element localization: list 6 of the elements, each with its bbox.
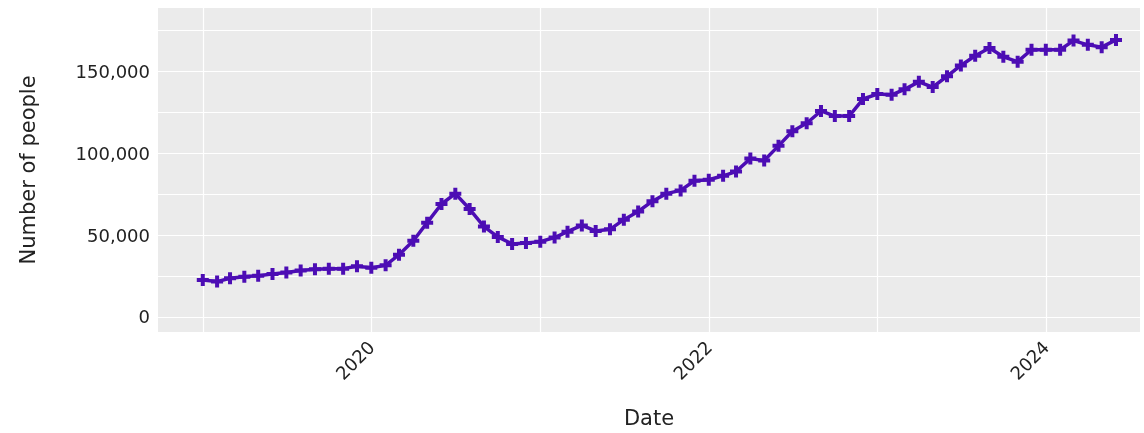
y-tick-label: 100,000 bbox=[75, 142, 150, 164]
x-axis-title: Date bbox=[623, 405, 675, 430]
y-tick-label: 150,000 bbox=[75, 60, 150, 82]
y-tick-label: 50,000 bbox=[87, 224, 150, 246]
y-tick-label: 0 bbox=[138, 306, 150, 328]
y-axis-title: Number of people bbox=[15, 75, 40, 265]
